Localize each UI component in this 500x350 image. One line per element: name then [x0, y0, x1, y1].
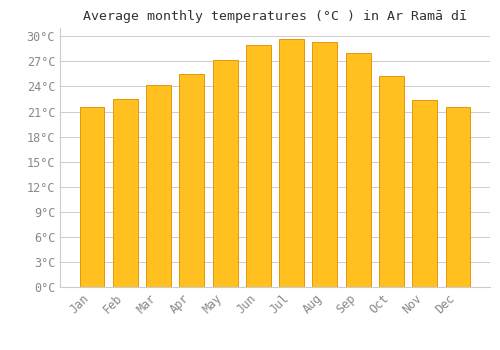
- Title: Average monthly temperatures (°C ) in Ar Ramā dī: Average monthly temperatures (°C ) in Ar…: [83, 10, 467, 23]
- Bar: [113, 99, 138, 287]
- Bar: [180, 74, 204, 287]
- Bar: [246, 45, 271, 287]
- Bar: [446, 106, 470, 287]
- Bar: [346, 53, 370, 287]
- Bar: [312, 42, 338, 287]
- Bar: [412, 100, 437, 287]
- Bar: [80, 107, 104, 287]
- Bar: [146, 85, 171, 287]
- Bar: [279, 39, 304, 287]
- Bar: [212, 60, 238, 287]
- Bar: [379, 76, 404, 287]
